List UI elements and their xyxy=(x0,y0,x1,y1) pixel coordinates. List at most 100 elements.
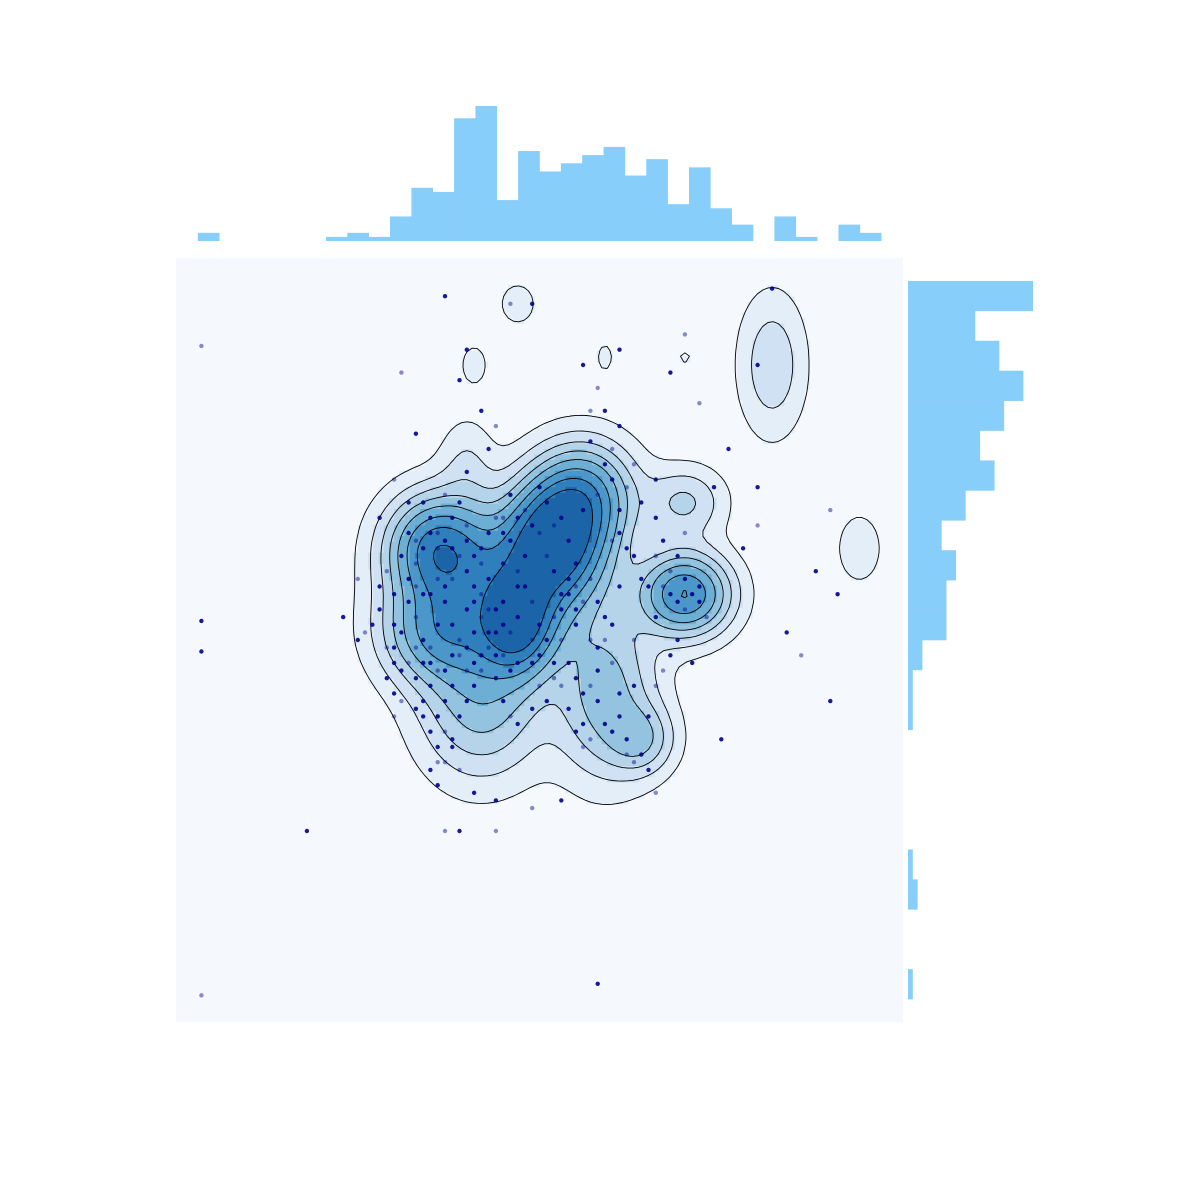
scatter-point xyxy=(559,607,564,612)
scatter-point xyxy=(508,538,513,543)
scatter-point xyxy=(479,592,484,597)
scatter-point xyxy=(690,592,695,597)
scatter-point xyxy=(399,668,404,673)
scatter-point xyxy=(435,622,440,627)
scatter-point xyxy=(450,576,455,582)
scatter-point xyxy=(199,649,204,654)
scatter-point xyxy=(740,546,746,551)
scatter-point xyxy=(464,645,469,650)
scatter-point xyxy=(530,805,535,811)
kde-contour-line-5 xyxy=(406,468,706,680)
scatter-point xyxy=(580,507,586,513)
scatter-point xyxy=(471,630,477,635)
scatter-point xyxy=(435,714,440,719)
scatter-point xyxy=(508,492,513,497)
kde-contour-line-3 xyxy=(389,450,724,757)
scatter-point xyxy=(828,507,833,513)
scatter-point xyxy=(573,676,579,681)
scatter-point xyxy=(522,584,528,589)
scatter-point xyxy=(370,622,375,627)
scatter-point xyxy=(719,737,724,742)
scatter-point xyxy=(566,576,571,582)
scatter-point xyxy=(457,500,462,505)
scatter-point xyxy=(508,630,513,635)
scatter-point xyxy=(682,332,688,337)
top-histogram-bar xyxy=(838,224,861,241)
scatter-point xyxy=(362,630,368,635)
scatter-point xyxy=(559,683,564,688)
kde-contour-line-1 xyxy=(370,321,794,782)
scatter-point xyxy=(588,637,593,643)
top-histogram-bar xyxy=(710,208,733,241)
scatter-point xyxy=(617,530,622,536)
scatter-point xyxy=(551,614,557,620)
scatter-point xyxy=(413,645,419,650)
kde-density-layer xyxy=(352,285,880,806)
scatter-point xyxy=(471,553,477,559)
scatter-point xyxy=(639,576,644,582)
top-histogram-bar xyxy=(347,232,369,241)
scatter-point xyxy=(435,576,440,582)
scatter-point xyxy=(479,408,484,413)
scatter-point xyxy=(602,408,608,413)
top-histogram-bar xyxy=(688,167,711,241)
scatter-point xyxy=(682,607,688,612)
top-marginal-histogram xyxy=(197,106,882,241)
scatter-point xyxy=(486,645,491,650)
scatter-points xyxy=(199,286,840,998)
scatter-point xyxy=(199,618,204,624)
scatter-point xyxy=(515,569,520,574)
scatter-point xyxy=(537,530,542,536)
scatter-point xyxy=(413,676,419,681)
scatter-point xyxy=(442,584,448,589)
top-histogram-bar xyxy=(197,232,220,241)
scatter-point xyxy=(486,446,491,452)
scatter-point xyxy=(544,500,549,505)
scatter-point xyxy=(580,691,586,696)
scatter-point xyxy=(697,599,702,604)
scatter-point xyxy=(573,584,579,589)
scatter-point xyxy=(631,683,637,688)
scatter-point xyxy=(428,729,433,734)
scatter-point xyxy=(355,637,360,643)
scatter-point xyxy=(668,569,673,574)
scatter-point xyxy=(413,431,419,436)
scatter-point xyxy=(610,477,615,482)
scatter-point xyxy=(588,408,593,413)
scatter-point xyxy=(544,698,549,704)
scatter-point xyxy=(668,370,673,375)
scatter-point xyxy=(457,714,462,719)
top-histogram-bar xyxy=(667,204,690,241)
scatter-point xyxy=(769,286,775,291)
scatter-point xyxy=(682,576,688,582)
scatter-point xyxy=(595,645,600,650)
scatter-point xyxy=(464,698,469,704)
scatter-point xyxy=(450,744,455,750)
scatter-point xyxy=(588,439,593,444)
kde-contour-line-0 xyxy=(352,285,880,806)
right-histogram-bar xyxy=(908,520,942,551)
scatter-point xyxy=(486,530,491,536)
right-histogram-bar xyxy=(908,580,947,611)
scatter-point xyxy=(377,515,382,520)
scatter-point xyxy=(413,538,419,543)
scatter-point xyxy=(199,343,204,349)
scatter-point xyxy=(464,469,469,475)
top-histogram-bar xyxy=(539,171,562,241)
scatter-point xyxy=(595,385,600,391)
scatter-point xyxy=(617,423,622,429)
scatter-point xyxy=(406,599,411,604)
scatter-point xyxy=(631,760,637,765)
scatter-point xyxy=(493,828,499,834)
scatter-point xyxy=(442,599,448,604)
scatter-point xyxy=(631,637,637,643)
scatter-point xyxy=(501,530,506,536)
scatter-point xyxy=(595,698,600,704)
scatter-point xyxy=(471,683,477,688)
scatter-point xyxy=(399,553,404,559)
scatter-point xyxy=(435,530,440,536)
scatter-point xyxy=(493,653,499,658)
scatter-point xyxy=(537,485,542,490)
top-histogram-bar xyxy=(560,163,583,241)
scatter-point xyxy=(675,553,680,559)
